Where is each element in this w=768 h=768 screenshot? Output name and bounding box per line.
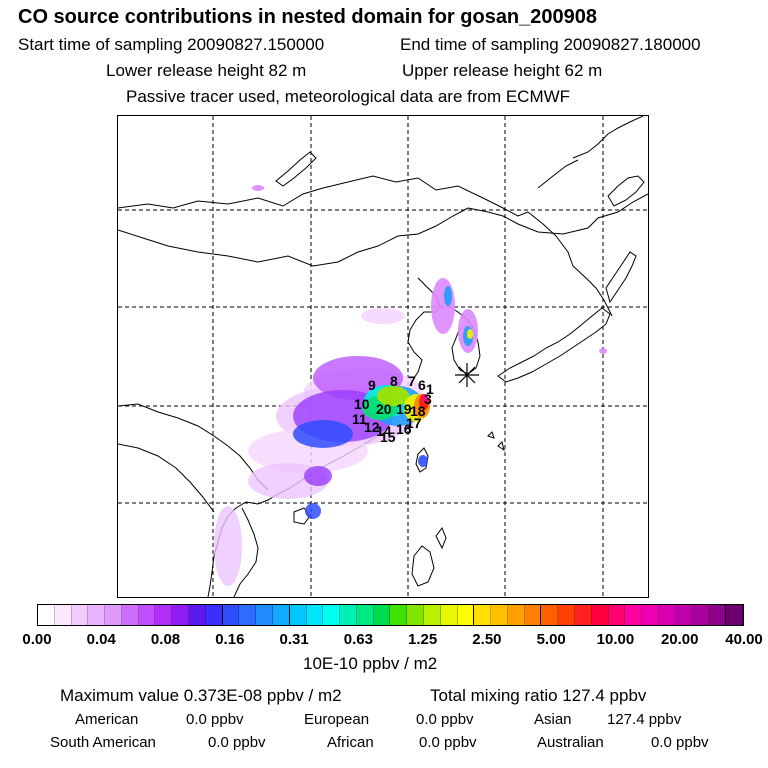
colorbar-tick-label: 20.00 bbox=[660, 631, 699, 648]
colorbar-swatch bbox=[88, 605, 106, 625]
colorbar-swatch bbox=[356, 605, 374, 625]
colorbar-swatch bbox=[558, 605, 575, 625]
region-number: 11 bbox=[352, 411, 367, 427]
colorbar-tick-label: 10.00 bbox=[596, 631, 635, 648]
colorbar-swatch bbox=[440, 605, 458, 625]
receptor-star-icon bbox=[455, 363, 479, 387]
colorbar-swatch bbox=[105, 605, 122, 625]
colorbar-swatch bbox=[608, 605, 626, 625]
region-number: 7 bbox=[408, 373, 416, 389]
source-value-asian: 127.4 ppbv bbox=[607, 711, 682, 728]
source-label-australian: Australian bbox=[537, 734, 604, 751]
colorbar-swatch bbox=[541, 605, 559, 625]
colorbar-tick-label: 0.08 bbox=[150, 631, 181, 648]
colorbar-tick-label: 0.63 bbox=[343, 631, 373, 648]
colorbar-swatch bbox=[71, 605, 89, 625]
colorbar-swatch bbox=[205, 605, 223, 625]
map-graticule bbox=[118, 116, 648, 597]
tracer-plume bbox=[214, 185, 607, 586]
colorbar-swatch bbox=[709, 605, 727, 625]
region-number: 1 bbox=[426, 381, 434, 397]
colorbar-swatch bbox=[256, 605, 273, 625]
colorbar-swatch bbox=[692, 605, 710, 625]
source-value-european: 0.0 ppbv bbox=[416, 711, 474, 728]
colorbar-swatch bbox=[239, 605, 257, 625]
maximum-value: Maximum value 0.373E-08 ppbv / m2 bbox=[60, 686, 342, 705]
region-number: 20 bbox=[376, 401, 392, 417]
colorbar-swatch bbox=[591, 605, 609, 625]
colorbar-swatch bbox=[121, 605, 139, 625]
sampling-end-time: End time of sampling 20090827.180000 bbox=[400, 35, 701, 54]
region-number: 14 bbox=[376, 423, 392, 439]
colorbar-swatch bbox=[423, 605, 441, 625]
map-panel: 9 8 7 6 1 10 20 19 18 3 11 12 14 16 15 1… bbox=[117, 115, 649, 598]
colorbar-swatch bbox=[474, 605, 492, 625]
region-number: 19 bbox=[396, 401, 412, 417]
colorbar-tick-label: 1.25 bbox=[408, 631, 438, 648]
colorbar-tick-label: 0.31 bbox=[279, 631, 309, 648]
map-canvas: 9 8 7 6 1 10 20 19 18 3 11 12 14 16 15 1… bbox=[118, 116, 648, 597]
map-coastlines bbox=[118, 116, 648, 597]
region-number: 16 bbox=[396, 421, 412, 437]
region-number: 3 bbox=[424, 391, 432, 407]
total-mixing-ratio: Total mixing ratio 127.4 ppbv bbox=[430, 686, 647, 705]
sampling-start-time: Start time of sampling 20090827.150000 bbox=[18, 35, 325, 54]
colorbar-swatch bbox=[642, 605, 659, 625]
source-label-african: African bbox=[327, 734, 374, 751]
colorbar-swatch bbox=[457, 605, 475, 625]
colorbar-tick-label: 0.16 bbox=[215, 631, 245, 648]
region-number: 15 bbox=[380, 429, 396, 445]
lower-release-height: Lower release height 82 m bbox=[106, 61, 307, 80]
colorbar-swatch bbox=[172, 605, 190, 625]
source-label-asian: Asian bbox=[534, 711, 572, 728]
colorbar-swatch bbox=[289, 605, 307, 625]
colorbar-swatch bbox=[658, 605, 676, 625]
source-label-south-american: South American bbox=[50, 734, 156, 751]
colorbar-swatch bbox=[507, 605, 525, 625]
source-value-south-american: 0.0 ppbv bbox=[208, 734, 266, 751]
region-number: 17 bbox=[406, 415, 422, 431]
colorbar-tick-label: 40.00 bbox=[725, 631, 763, 648]
region-number: 6 bbox=[418, 377, 426, 393]
colorbar-swatch bbox=[340, 605, 357, 625]
colorbar-swatch bbox=[390, 605, 408, 625]
colorbar bbox=[37, 604, 744, 626]
colorbar-units: 10E-10 ppbv / m2 bbox=[303, 654, 438, 673]
colorbar-tick-label: 2.50 bbox=[472, 631, 502, 648]
region-number-labels: 9 8 7 6 1 10 20 19 18 3 11 12 14 16 15 1… bbox=[352, 373, 434, 445]
region-number: 10 bbox=[354, 396, 370, 412]
colorbar-swatch bbox=[575, 605, 592, 625]
colorbar-swatch bbox=[407, 605, 424, 625]
colorbar-tick-label: 0.00 bbox=[22, 631, 52, 648]
colorbar-swatch bbox=[323, 605, 341, 625]
source-value-australian: 0.0 ppbv bbox=[651, 734, 709, 751]
source-value-american: 0.0 ppbv bbox=[186, 711, 244, 728]
colorbar-swatch bbox=[373, 605, 391, 625]
map-title: CO source contributions in nested domain… bbox=[18, 6, 598, 28]
colorbar-tick-label: 0.04 bbox=[86, 631, 116, 648]
region-number: 8 bbox=[390, 373, 398, 389]
colorbar-swatch bbox=[222, 605, 240, 625]
colorbar-swatch bbox=[625, 605, 643, 625]
region-number: 18 bbox=[410, 403, 426, 419]
colorbar-tick-label: 5.00 bbox=[536, 631, 566, 648]
colorbar-swatch bbox=[189, 605, 206, 625]
colorbar-swatch bbox=[306, 605, 324, 625]
colorbar-swatch bbox=[675, 605, 693, 625]
source-label-european: European bbox=[304, 711, 370, 728]
region-number: 12 bbox=[364, 419, 380, 435]
colorbar-swatch bbox=[524, 605, 542, 625]
source-label-american: American bbox=[75, 711, 139, 728]
colorbar-swatch bbox=[726, 605, 743, 625]
region-number: 9 bbox=[368, 377, 376, 393]
upper-release-height: Upper release height 62 m bbox=[402, 61, 603, 80]
colorbar-swatch bbox=[272, 605, 290, 625]
colorbar-swatch bbox=[155, 605, 173, 625]
source-value-african: 0.0 ppbv bbox=[419, 734, 477, 751]
colorbar-swatch bbox=[138, 605, 156, 625]
colorbar-swatch bbox=[54, 605, 72, 625]
colorbar-swatch bbox=[491, 605, 508, 625]
passive-tracer-note: Passive tracer used, meteorological data… bbox=[126, 87, 571, 106]
colorbar-swatch bbox=[38, 605, 55, 625]
